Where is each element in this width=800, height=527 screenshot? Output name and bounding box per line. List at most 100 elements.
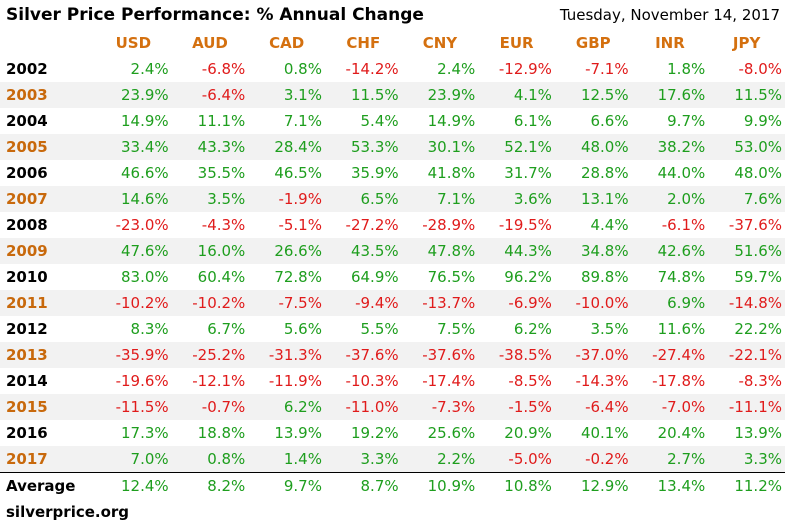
value-cell: 44.3% [478,238,555,264]
value-cell: 17.3% [121,424,169,442]
value-cell: 59.7% [734,268,782,286]
value-cell: 5.4% [360,112,399,130]
value-cell: 22.2% [734,320,782,338]
value-cell: -19.5% [498,216,552,234]
value-cell: 3.1% [248,82,325,108]
value-cell: 89.8% [580,268,629,286]
year-cell: 2015 [0,394,95,420]
column-header: USD [115,34,152,52]
value-cell: 2.4% [437,60,476,78]
table-row: 2010 83.0% 60.4% 72.8% 64.9% 76.5% 96.2% 89.8% 7… [0,264,785,290]
value-cell: 41.8% [427,164,476,182]
value-cell: -10.2% [171,290,249,316]
value-cell: 26.6% [248,238,325,264]
table-row: 2016 17.3% 18.8% 13.9% 19.2% 25.6% 20.9% 40.1% 2… [0,420,785,446]
value-cell: 1.8% [667,60,706,78]
table-row: 2009 47.6% 16.0% 26.6% 43.5% 47.8% 44.3% 34.8% 4… [0,238,785,264]
value-cell: 17.6% [631,82,709,108]
value-cell: -5.1% [278,216,322,234]
value-cell: 5.5% [360,320,399,338]
table-body: 2002 2.4% -6.8% 0.8% -14.2% 2.4% -12.9% -7.1% 1.… [0,56,785,499]
value-cell: 47.8% [401,238,479,264]
value-cell: -25.2% [171,342,249,368]
value-cell: 76.5% [427,268,476,286]
value-cell: 7.0% [95,446,172,473]
value-cell: 13.4% [631,472,709,499]
column-header: CHF [346,34,381,52]
value-cell: -10.0% [554,290,632,316]
value-cell: -7.5% [248,290,325,316]
value-cell: 14.6% [95,186,172,212]
value-cell: -7.1% [585,60,629,78]
value-cell: -6.1% [661,216,706,234]
year-cell: 2006 [6,164,48,182]
value-cell: 13.9% [734,424,782,442]
column-header: EUR [499,34,534,52]
value-cell: -6.4% [554,394,632,420]
value-cell: -1.9% [248,186,325,212]
value-cell: -0.7% [171,394,249,420]
value-cell: 12.4% [95,472,172,499]
value-cell: 13.1% [554,186,632,212]
value-cell: 9.7% [667,112,706,130]
value-cell: -8.3% [738,372,782,390]
value-cell: 28.8% [580,164,629,182]
value-cell: -37.6% [728,216,782,234]
value-cell: 6.7% [207,320,246,338]
year-cell: 2002 [6,60,48,78]
value-cell: 46.6% [121,164,169,182]
year-column-header [0,30,95,56]
value-cell: 51.6% [708,238,785,264]
value-cell: -6.8% [201,60,246,78]
value-cell: 48.0% [734,164,782,182]
year-cell: 2008 [6,216,48,234]
value-cell: 43.5% [324,238,402,264]
value-cell: 38.2% [631,134,709,160]
value-cell: 4.4% [590,216,629,234]
column-header: GBP [575,34,611,52]
value-cell: 3.3% [324,446,402,473]
table-row: 2008 -23.0% -4.3% -5.1% -27.2% -28.9% -19.5% 4.… [0,212,785,238]
value-cell: 35.5% [197,164,246,182]
table-row: 2005 33.4% 43.3% 28.4% 53.3% 30.1% 52.1% 48.0% 3… [0,134,785,160]
value-cell: -11.1% [708,394,785,420]
value-cell: -17.8% [652,372,706,390]
value-cell: 6.6% [590,112,629,130]
table-row: 2014 -19.6% -12.1% -11.9% -10.3% -17.4% -8.5% -… [0,368,785,394]
value-cell: -14.3% [575,372,629,390]
value-cell: 42.6% [631,238,709,264]
year-cell: 2014 [6,372,48,390]
value-cell: 11.6% [657,320,706,338]
value-cell: 18.8% [197,424,246,442]
value-cell: -7.3% [401,394,479,420]
value-cell: -38.5% [478,342,555,368]
value-cell: 6.2% [513,320,552,338]
year-cell: 2011 [0,290,95,316]
value-cell: 34.8% [554,238,632,264]
table-row: 2017 7.0% 0.8% 1.4% 3.3% 2.2% -5.0% -0.2% 2.7% 3.… [0,446,785,473]
value-cell: -14.2% [345,60,399,78]
value-cell: 30.1% [401,134,479,160]
value-cell: -8.5% [508,372,552,390]
value-cell: 0.8% [171,446,249,473]
value-cell: -12.9% [498,60,552,78]
value-cell: 60.4% [197,268,246,286]
value-cell: 3.6% [478,186,555,212]
value-cell: -11.0% [324,394,402,420]
column-header: INR [655,34,685,52]
value-cell: -10.3% [345,372,399,390]
value-cell: 12.5% [554,82,632,108]
value-cell: 23.9% [95,82,172,108]
value-cell: 8.7% [324,472,402,499]
value-cell: 7.1% [401,186,479,212]
value-cell: 19.2% [350,424,399,442]
value-cell: 2.7% [631,446,709,473]
value-cell: -27.2% [345,216,399,234]
year-cell: 2013 [0,342,95,368]
value-cell: 7.1% [283,112,322,130]
value-cell: -6.9% [478,290,555,316]
value-cell: 20.9% [504,424,552,442]
table-row: 2003 23.9% -6.4% 3.1% 11.5% 23.9% 4.1% 12.5% 17.… [0,82,785,108]
value-cell: -27.4% [631,342,709,368]
table-row: 2006 46.6% 35.5% 46.5% 35.9% 41.8% 31.7% 28.8% 4… [0,160,785,186]
